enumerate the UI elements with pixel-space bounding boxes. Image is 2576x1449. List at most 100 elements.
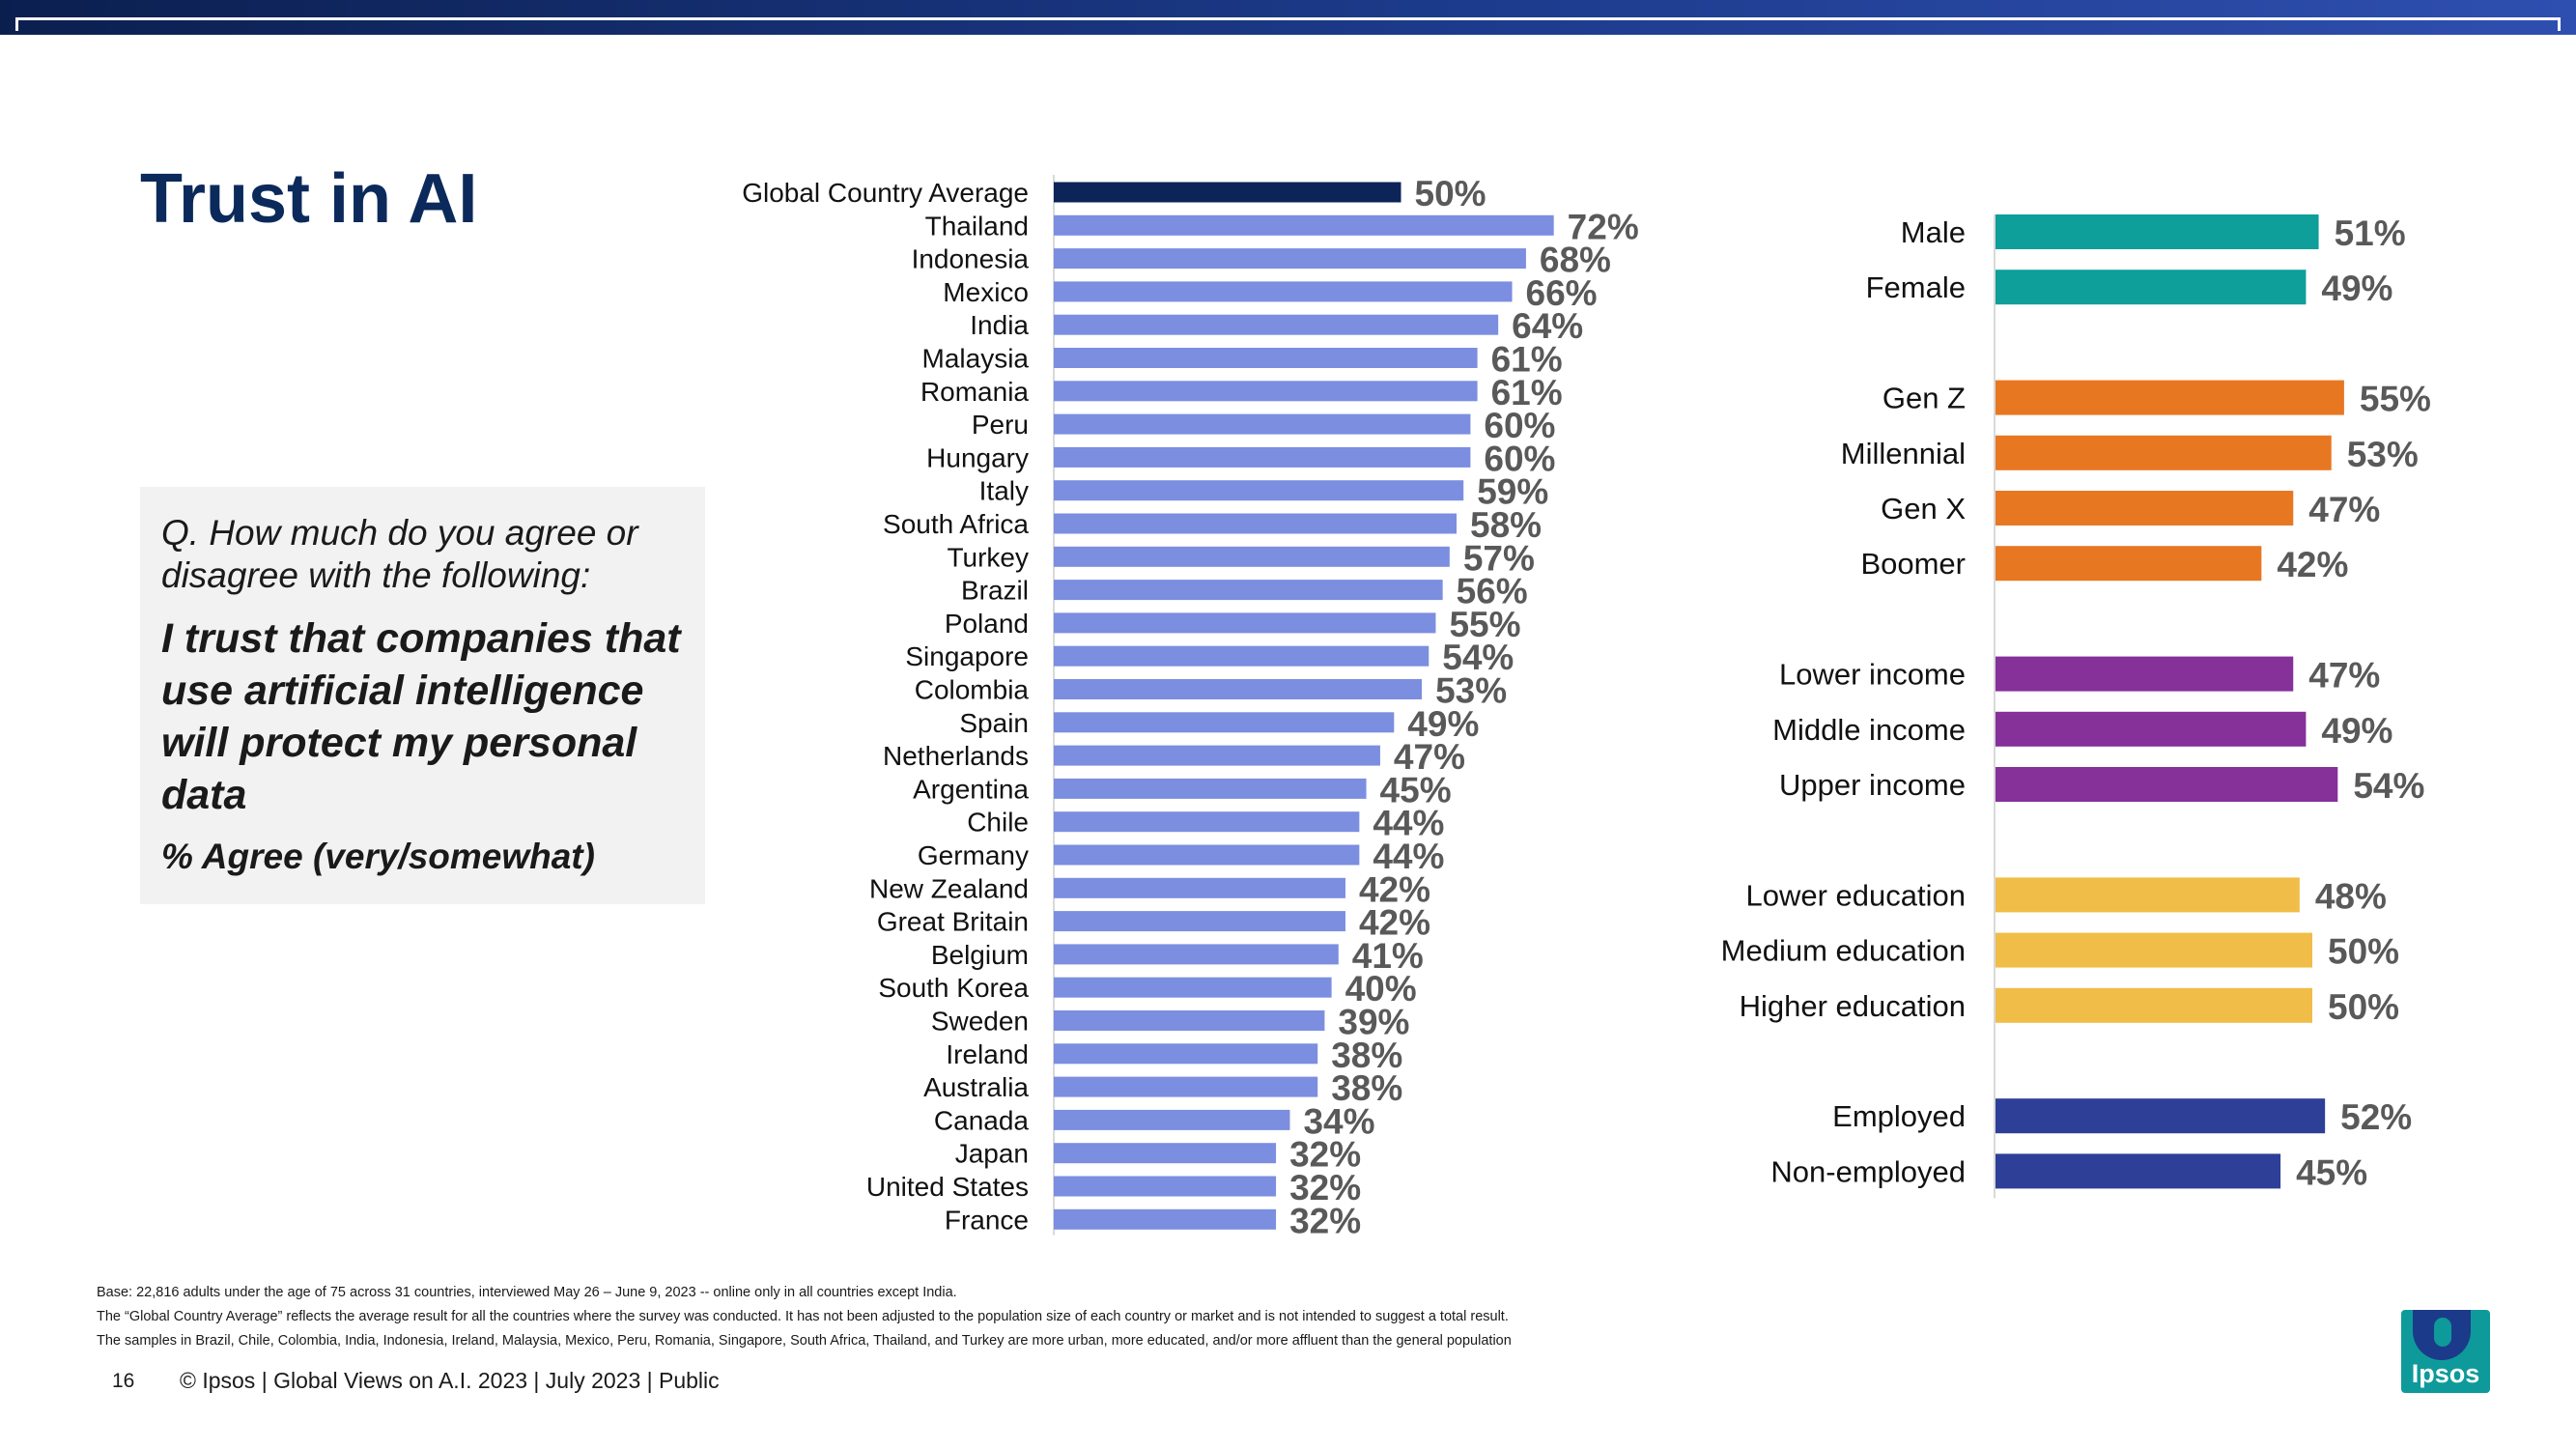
country-value-label: 38% — [1331, 1068, 1402, 1108]
country-bar — [1054, 911, 1345, 932]
demographic-label: Higher education — [1740, 989, 1966, 1023]
country-value-label: 68% — [1540, 241, 1611, 280]
country-label: United States — [866, 1172, 1029, 1202]
footnote-samples: The samples in Brazil, Chile, Colombia, … — [97, 1333, 1512, 1349]
country-bar — [1054, 1109, 1290, 1130]
demographic-bar — [1995, 214, 2319, 249]
demographic-label: Millennial — [1841, 437, 1966, 470]
country-value-label: 38% — [1331, 1036, 1402, 1075]
country-value-label: 61% — [1491, 373, 1563, 412]
demographic-label: Employed — [1832, 1099, 1966, 1133]
demographic-value-label: 49% — [2321, 269, 2392, 308]
country-label: Peru — [972, 410, 1029, 440]
country-label: Global Country Average — [742, 178, 1029, 208]
country-label: India — [970, 310, 1029, 340]
demographic-bar — [1995, 767, 2338, 802]
country-label: Germany — [918, 840, 1029, 870]
country-value-label: 32% — [1289, 1168, 1361, 1208]
demographic-value-label: 50% — [2328, 932, 2399, 972]
demographic-value-label: 42% — [2277, 545, 2348, 584]
country-bar — [1054, 513, 1458, 534]
country-value-label: 44% — [1373, 837, 1444, 876]
country-label: Colombia — [915, 675, 1030, 705]
country-label: Indonesia — [912, 244, 1030, 274]
country-value-label: 55% — [1449, 605, 1520, 644]
demographic-value-label: 53% — [2347, 435, 2419, 474]
country-value-label: 32% — [1289, 1135, 1361, 1175]
demographic-value-label: 48% — [2315, 876, 2387, 916]
country-value-label: 42% — [1359, 903, 1430, 943]
country-bar — [1054, 612, 1436, 634]
country-label: Chile — [967, 808, 1029, 838]
country-bar — [1054, 1143, 1277, 1164]
country-bar — [1054, 1176, 1277, 1197]
country-label: Thailand — [925, 211, 1029, 241]
demographic-label: Male — [1901, 215, 1966, 249]
country-value-label: 57% — [1463, 538, 1535, 578]
country-label: France — [945, 1205, 1029, 1235]
country-value-label: 60% — [1484, 439, 1555, 478]
country-label: South Africa — [883, 509, 1029, 539]
country-bar — [1054, 248, 1526, 270]
country-label: Great Britain — [877, 907, 1029, 937]
country-label: Mexico — [943, 277, 1029, 307]
country-bar — [1054, 844, 1360, 866]
country-bar — [1054, 480, 1464, 501]
country-bar — [1054, 877, 1345, 898]
demographic-bar — [1995, 380, 2344, 415]
country-value-label: 64% — [1512, 306, 1583, 346]
country-bar — [1054, 1010, 1325, 1031]
ipsos-logo: Ipsos — [2401, 1310, 2490, 1393]
country-label: South Korea — [878, 973, 1029, 1003]
question-statement: I trust that companies that use artifici… — [161, 615, 681, 818]
question-measure: % Agree (very/somewhat) — [161, 837, 595, 876]
country-label: Sweden — [931, 1007, 1029, 1037]
demographic-value-label: 50% — [2328, 987, 2399, 1027]
country-bar — [1054, 944, 1339, 965]
demographic-label: Upper income — [1779, 768, 1966, 802]
demographic-value-label: 52% — [2340, 1097, 2412, 1137]
country-bar — [1054, 811, 1360, 833]
page-number: 16 — [112, 1370, 135, 1392]
country-bar — [1054, 182, 1401, 203]
country-value-label: 59% — [1477, 472, 1548, 512]
demographic-bar — [1995, 1153, 2281, 1189]
country-bar — [1054, 546, 1450, 567]
country-bar — [1054, 977, 1332, 998]
demographic-label: Non-employed — [1770, 1154, 1966, 1188]
country-bar — [1054, 281, 1513, 302]
country-label: Singapore — [905, 641, 1029, 671]
footnote-average: The “Global Country Average” reflects th… — [97, 1309, 1509, 1324]
demographic-value-label: 49% — [2321, 711, 2392, 751]
country-value-label: 66% — [1526, 273, 1598, 313]
country-value-label: 41% — [1352, 936, 1424, 976]
country-value-label: 42% — [1359, 869, 1430, 909]
country-label: Netherlands — [883, 741, 1029, 771]
demographic-label: Female — [1866, 270, 1966, 304]
demographic-value-label: 51% — [2335, 213, 2406, 253]
country-value-label: 34% — [1303, 1101, 1374, 1141]
country-value-label: 50% — [1415, 174, 1486, 213]
top-banner — [0, 0, 2576, 35]
country-label: Japan — [955, 1139, 1029, 1169]
country-value-label: 72% — [1568, 207, 1639, 246]
country-bar — [1054, 745, 1380, 766]
demographic-value-label: 54% — [2353, 766, 2424, 806]
page-title: Trust in AI — [140, 160, 478, 238]
country-label: Hungary — [926, 442, 1029, 472]
country-bar — [1054, 679, 1423, 699]
country-value-label: 40% — [1345, 969, 1417, 1009]
demographic-value-label: 55% — [2360, 380, 2431, 419]
demographic-label: Lower income — [1779, 658, 1966, 692]
question-intro: Q. How much do you agree or disagree wit… — [161, 513, 638, 595]
country-value-label: 45% — [1380, 770, 1452, 810]
top-banner-frame — [15, 17, 2561, 31]
demographic-bar — [1995, 656, 2294, 692]
demographic-bar — [1995, 877, 2300, 913]
demographic-bar — [1995, 1098, 2326, 1134]
demographic-value-label: 45% — [2296, 1152, 2367, 1192]
country-label: Australia — [923, 1072, 1029, 1102]
demographic-bar — [1995, 270, 2307, 305]
country-value-label: 54% — [1442, 638, 1514, 677]
